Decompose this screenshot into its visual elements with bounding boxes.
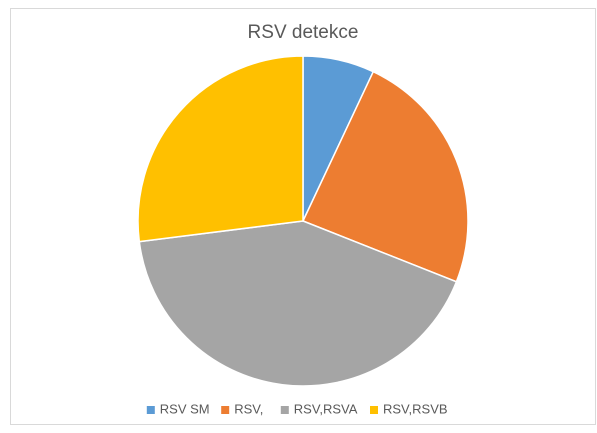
legend-label: RSV, xyxy=(234,401,263,416)
pie-slice xyxy=(137,55,304,243)
legend-label: RSV,RSVA xyxy=(294,401,358,416)
legend-swatch xyxy=(280,406,289,414)
pie-slice xyxy=(138,220,458,387)
pie-slice xyxy=(301,70,469,283)
legend-swatch xyxy=(221,406,230,414)
chart-title: RSV detekce xyxy=(248,22,359,43)
legend-label: RSV SM xyxy=(160,401,210,416)
legend-label: RSV,RSVB xyxy=(383,401,448,416)
legend-swatch xyxy=(370,406,378,414)
legend-swatch xyxy=(146,406,155,414)
